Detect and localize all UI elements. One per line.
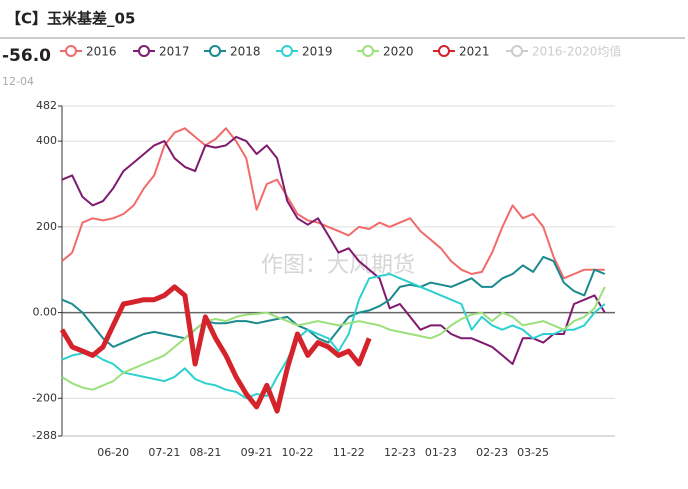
legend-item-icon [209,45,221,57]
y-tick-label: 200 [36,220,57,233]
x-tick-label: 08-21 [189,446,221,459]
x-tick-label: 03-25 [517,446,549,459]
legend-item-icon [438,45,450,57]
series-line [61,127,605,280]
y-tick-label: -288 [32,429,57,442]
legend-item: 2018 [230,45,261,59]
legend-item-icon [65,45,77,57]
x-tick-label: 07-21 [148,446,180,459]
chart-title: 【C】玉米基差_05 [6,10,135,28]
legend-item: 2020 [383,45,414,59]
series-line [61,273,606,400]
series-line [59,284,372,414]
y-tick-label: 0.00 [33,306,58,319]
legend-item-inactive: 2016-2020均值 [532,44,621,59]
x-tick-label: 09-21 [241,446,273,459]
x-tick-label: 11-22 [333,446,365,459]
x-tick-label: 02-23 [476,446,508,459]
legend-item: 2021 [459,45,490,59]
series-line [61,286,606,391]
legend-item: 2019 [302,45,333,59]
x-tick-label: 10-22 [282,446,314,459]
x-tick-label: 06-20 [97,446,129,459]
x-tick-label: 12-23 [384,446,416,459]
x-tick-label: 01-23 [425,446,457,459]
legend-item-icon [362,45,374,57]
y-tick-label: -200 [32,391,57,404]
latest-date: 12-04 [2,75,34,88]
legend-item-inactive-icon [511,45,523,57]
y-tick-label: 400 [36,134,57,147]
legend-item: 2016 [86,45,117,59]
y-tick-label: 482 [36,99,57,112]
legend-item-icon [281,45,293,57]
legend-item-icon [138,45,150,57]
latest-value: -56.0 [2,46,51,66]
legend-item: 2017 [159,45,190,59]
series-line [61,255,606,348]
series-line [61,135,606,365]
